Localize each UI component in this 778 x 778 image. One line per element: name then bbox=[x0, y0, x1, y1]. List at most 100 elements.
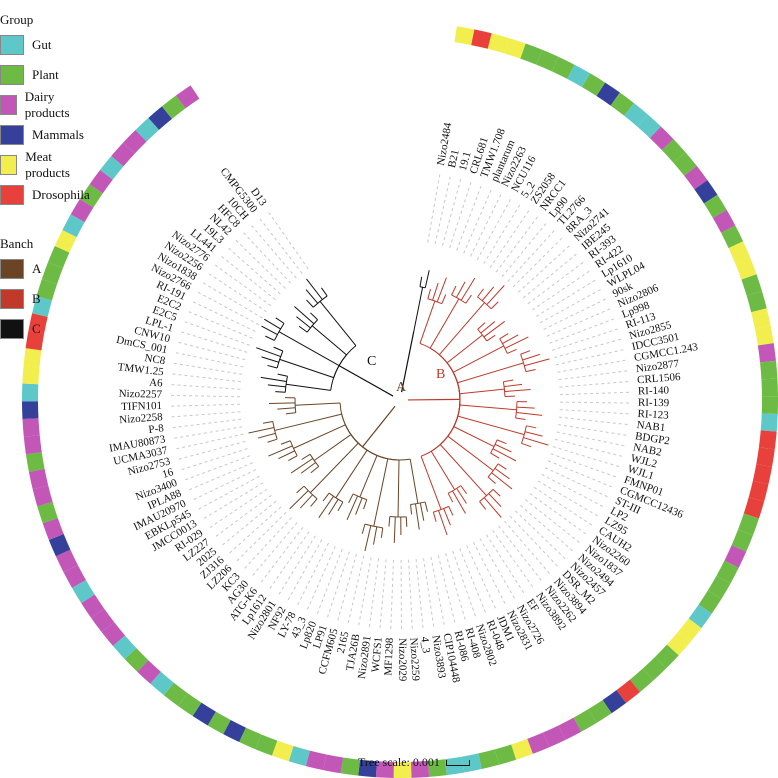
branch-tip bbox=[380, 527, 384, 538]
leaf-label: NC8 bbox=[144, 352, 167, 367]
ring-segment bbox=[461, 753, 482, 773]
leaf-guide bbox=[207, 488, 268, 530]
leaf-guide bbox=[190, 300, 256, 332]
branch-arc bbox=[364, 523, 383, 529]
ring-segment bbox=[72, 579, 95, 604]
ring-segment bbox=[288, 745, 310, 767]
branch-tip bbox=[256, 347, 281, 358]
ring-segment bbox=[22, 401, 39, 420]
ring-segment bbox=[761, 396, 778, 414]
branch-arc bbox=[312, 295, 328, 308]
leaf-label: RI-140 bbox=[638, 384, 670, 397]
branch-tip bbox=[491, 472, 513, 490]
branch-arc bbox=[447, 399, 461, 437]
leaf-guide-lines bbox=[168, 171, 632, 632]
ring-segment bbox=[707, 575, 731, 599]
branch-arc bbox=[276, 350, 284, 369]
branch-arc bbox=[352, 493, 367, 501]
leaf-label: Nizo2891 bbox=[356, 635, 374, 680]
legend-swatch bbox=[0, 289, 24, 309]
branch-legend-title: Banch bbox=[0, 236, 34, 251]
branch-tip bbox=[300, 462, 316, 474]
ring-segment bbox=[743, 497, 765, 519]
branch-tip bbox=[516, 406, 535, 409]
leaf-guide bbox=[249, 222, 297, 279]
branch-tip bbox=[419, 502, 425, 521]
tree-branches bbox=[248, 270, 550, 552]
branch-arc bbox=[362, 446, 400, 461]
branch-tip bbox=[301, 453, 311, 460]
branch-tip bbox=[487, 476, 496, 484]
leaf-guide bbox=[250, 522, 298, 579]
branch-tip bbox=[465, 294, 472, 304]
leaf-guide bbox=[445, 553, 467, 623]
ring-segment bbox=[610, 92, 635, 116]
branch-segment bbox=[335, 449, 368, 499]
ring-segment bbox=[36, 279, 58, 301]
leaf-guide bbox=[234, 512, 287, 564]
ring-segment bbox=[712, 209, 736, 233]
branch-tip bbox=[364, 525, 372, 552]
leaf-label: 19.1 bbox=[457, 150, 474, 172]
ring-segment bbox=[642, 656, 667, 681]
leaf-label: NAB1 bbox=[636, 419, 666, 434]
ring-segment bbox=[42, 518, 64, 540]
leaf-guide bbox=[168, 403, 241, 407]
leaf-guide bbox=[276, 535, 316, 598]
group-legend-item: Dairy products bbox=[0, 89, 77, 120]
ring-segment bbox=[22, 365, 40, 385]
legend-swatch bbox=[0, 125, 24, 145]
ring-segment bbox=[721, 225, 744, 249]
branch-tip bbox=[410, 504, 413, 515]
branch-tip bbox=[490, 301, 499, 310]
ring-segment bbox=[393, 761, 412, 778]
leaf-label: CRL1506 bbox=[637, 371, 682, 386]
leaf-guide bbox=[233, 237, 286, 289]
leaf-guide bbox=[390, 559, 395, 632]
branch-tip bbox=[456, 488, 467, 504]
branch-tip bbox=[294, 306, 315, 325]
leaf-guide bbox=[498, 525, 544, 583]
branch-tip bbox=[257, 432, 276, 439]
leaf-guide bbox=[536, 278, 598, 317]
branch-tip bbox=[262, 421, 273, 424]
leaf-guide bbox=[168, 411, 241, 418]
leaf-guide bbox=[415, 559, 424, 631]
leaf-guide bbox=[551, 327, 621, 351]
ring-segment bbox=[22, 418, 40, 437]
leaf-guide bbox=[326, 551, 350, 621]
branch-trunk bbox=[407, 398, 461, 401]
clade-label-b: B bbox=[436, 367, 445, 382]
ring-segment bbox=[588, 699, 612, 723]
branch-tip bbox=[502, 334, 519, 344]
branch-tip bbox=[522, 353, 540, 361]
ring-segment bbox=[23, 435, 42, 455]
branch-tip bbox=[504, 383, 523, 388]
leaf-guide bbox=[558, 369, 631, 381]
branch-tip bbox=[480, 321, 496, 334]
leaf-guide bbox=[168, 394, 241, 398]
ring-segment bbox=[741, 274, 762, 296]
ring-segment bbox=[358, 759, 377, 778]
leaf-guide bbox=[546, 307, 614, 337]
branch-tip bbox=[269, 402, 296, 405]
branch-tip bbox=[521, 442, 532, 448]
branch-tip bbox=[273, 346, 284, 352]
ring-segment bbox=[54, 229, 77, 253]
branch-tip bbox=[515, 417, 526, 421]
branch-arc bbox=[433, 505, 449, 513]
branch-segment bbox=[313, 434, 352, 461]
branch-tip bbox=[494, 443, 512, 453]
leaf-guide bbox=[515, 510, 568, 562]
branch-arc bbox=[344, 424, 363, 448]
branch-segment bbox=[420, 455, 442, 510]
tree-scale-bar bbox=[445, 759, 470, 766]
ring-segment bbox=[746, 291, 767, 313]
branch-tip bbox=[373, 526, 378, 545]
leaf-label: Nizo2258 bbox=[119, 411, 164, 426]
leaf-guide bbox=[379, 559, 387, 632]
branch-tip bbox=[275, 317, 285, 324]
leaf-guide bbox=[195, 290, 260, 326]
leaf-guide bbox=[200, 280, 263, 319]
leaf-guide bbox=[257, 216, 303, 274]
